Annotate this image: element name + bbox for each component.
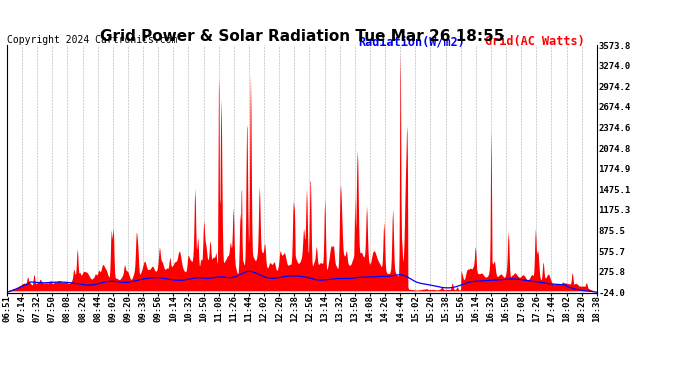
Text: Copyright 2024 Cartronics.com: Copyright 2024 Cartronics.com: [8, 35, 178, 45]
Title: Grid Power & Solar Radiation Tue Mar 26 18:55: Grid Power & Solar Radiation Tue Mar 26 …: [99, 29, 504, 44]
Text: Radiation(W/m2): Radiation(W/m2): [358, 35, 465, 48]
Text: Grid(AC Watts): Grid(AC Watts): [485, 35, 584, 48]
